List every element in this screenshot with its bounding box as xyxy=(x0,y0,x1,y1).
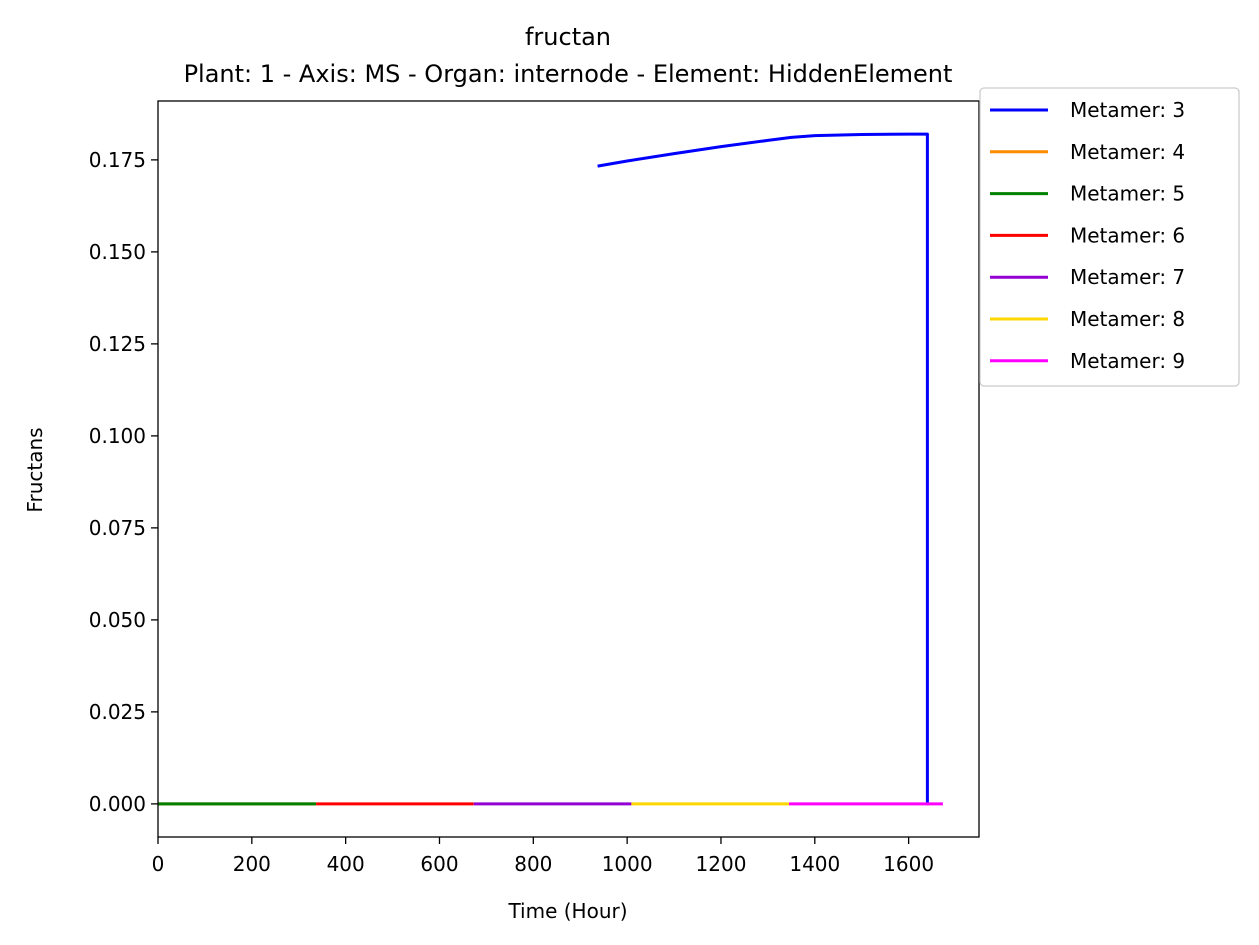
y-tick-label: 0.000 xyxy=(89,792,146,816)
legend-label-4: Metamer: 6 xyxy=(1070,223,1185,247)
x-tick-label: 1200 xyxy=(696,852,747,876)
plot-area xyxy=(158,132,943,806)
legend-label-6: Metamer: 8 xyxy=(1070,307,1185,331)
y-tick-label: 0.150 xyxy=(89,240,146,264)
y-tick-label: 0.075 xyxy=(89,516,146,540)
legend-frame xyxy=(979,87,1240,387)
y-tick-label: 0.125 xyxy=(89,332,146,356)
y-tick-label: 0.050 xyxy=(89,608,146,632)
legend-label-7: Metamer: 9 xyxy=(1070,349,1185,373)
legend-label-2: Metamer: 4 xyxy=(1070,140,1185,164)
x-axis: 0 200 400 600 800 1000 1200 1400 1600 xyxy=(152,837,934,876)
chart-subtitle: Plant: 1 - Axis: MS - Organ: internode -… xyxy=(184,60,953,88)
axes-frame xyxy=(157,100,980,838)
y-tick-label: 0.175 xyxy=(89,148,146,172)
legend: Metamer: 3 Metamer: 4 Metamer: 5 Metamer: 6… xyxy=(979,87,1240,387)
legend-label-1: Metamer: 3 xyxy=(1070,98,1185,122)
legend-label-3: Metamer: 5 xyxy=(1070,182,1185,206)
legend-label-5: Metamer: 7 xyxy=(1070,265,1185,289)
chart-title: fructan xyxy=(525,23,611,51)
x-axis-label: Time (Hour) xyxy=(507,899,627,923)
x-tick-label: 0 xyxy=(152,852,165,876)
y-tick-label: 0.025 xyxy=(89,700,146,724)
x-tick-label: 1400 xyxy=(789,852,840,876)
x-tick-label: 600 xyxy=(420,852,458,876)
x-tick-label: 200 xyxy=(233,852,271,876)
y-tick-label: 0.100 xyxy=(89,424,146,448)
x-tick-label: 800 xyxy=(514,852,552,876)
series-line-1 xyxy=(597,132,929,806)
y-axis-label: Fructans xyxy=(23,427,47,512)
x-tick-label: 1000 xyxy=(602,852,653,876)
x-tick-label: 400 xyxy=(327,852,365,876)
x-tick-label: 1600 xyxy=(883,852,934,876)
y-axis: 0.000 0.025 0.050 0.075 0.100 0.125 0.150 0.175 xyxy=(89,148,158,816)
